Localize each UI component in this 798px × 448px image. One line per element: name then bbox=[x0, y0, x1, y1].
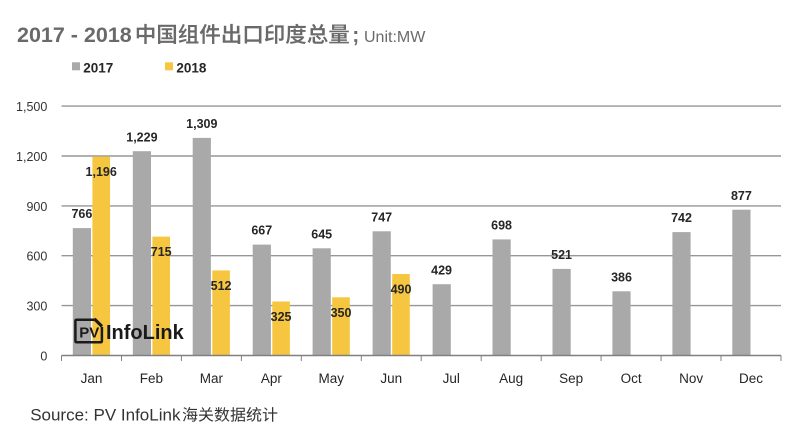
svg-text:Dec: Dec bbox=[739, 371, 763, 386]
svg-text:2017 - 2018: 2017 - 2018 bbox=[17, 23, 132, 47]
svg-text:325: 325 bbox=[271, 310, 292, 324]
svg-text:Nov: Nov bbox=[679, 371, 703, 386]
svg-text:698: 698 bbox=[491, 219, 512, 233]
svg-text:Oct: Oct bbox=[621, 371, 642, 386]
svg-text:Jun: Jun bbox=[380, 371, 402, 386]
svg-text:Apr: Apr bbox=[261, 371, 283, 386]
svg-text:1,196: 1,196 bbox=[86, 165, 117, 179]
svg-text:Jan: Jan bbox=[81, 371, 103, 386]
svg-text:386: 386 bbox=[611, 270, 632, 284]
svg-text:877: 877 bbox=[731, 189, 752, 203]
svg-text:May: May bbox=[319, 371, 345, 386]
svg-text:600: 600 bbox=[26, 250, 47, 264]
svg-text:715: 715 bbox=[151, 245, 172, 259]
svg-text:1,500: 1,500 bbox=[16, 100, 47, 114]
svg-text:Source: PV InfoLink: Source: PV InfoLink bbox=[30, 406, 181, 425]
svg-text:PV: PV bbox=[79, 325, 99, 342]
svg-text:Mar: Mar bbox=[200, 371, 224, 386]
svg-text:Sep: Sep bbox=[559, 371, 583, 386]
svg-text:350: 350 bbox=[331, 306, 352, 320]
svg-text:Unit:MW: Unit:MW bbox=[364, 29, 426, 46]
svg-text:521: 521 bbox=[551, 248, 572, 262]
svg-text:InfoLink: InfoLink bbox=[106, 322, 185, 344]
svg-text:490: 490 bbox=[391, 283, 412, 297]
svg-text:2018: 2018 bbox=[176, 60, 207, 75]
svg-text:766: 766 bbox=[71, 207, 92, 221]
svg-text:645: 645 bbox=[311, 227, 332, 241]
svg-text:2017: 2017 bbox=[83, 60, 113, 75]
svg-text:;: ; bbox=[352, 24, 359, 47]
svg-text:Jul: Jul bbox=[443, 371, 460, 386]
svg-text:1,200: 1,200 bbox=[16, 150, 47, 164]
svg-text:Feb: Feb bbox=[140, 371, 163, 386]
svg-text:300: 300 bbox=[26, 300, 47, 314]
svg-text:1,229: 1,229 bbox=[126, 130, 157, 144]
svg-text:429: 429 bbox=[431, 263, 452, 277]
svg-text:742: 742 bbox=[671, 211, 692, 225]
svg-text:Aug: Aug bbox=[499, 371, 523, 386]
svg-text:900: 900 bbox=[26, 200, 47, 214]
svg-text:1,309: 1,309 bbox=[186, 117, 217, 131]
svg-text:0: 0 bbox=[40, 349, 47, 363]
svg-text:667: 667 bbox=[251, 224, 272, 238]
svg-text:747: 747 bbox=[371, 210, 392, 224]
svg-text:512: 512 bbox=[211, 279, 232, 293]
